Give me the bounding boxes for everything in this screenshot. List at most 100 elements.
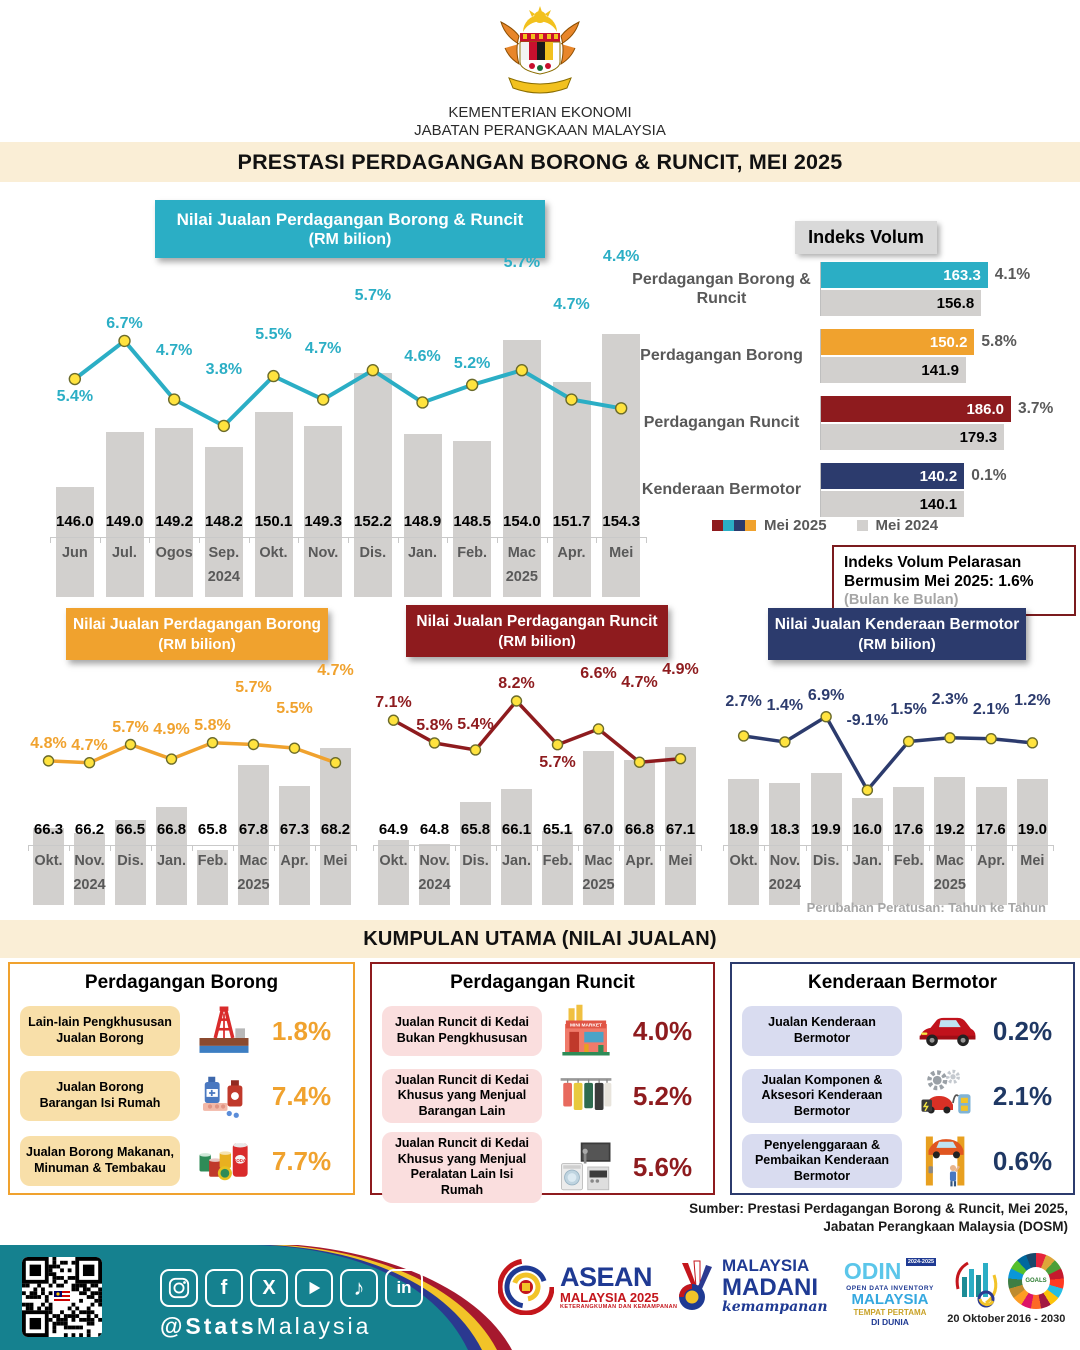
odin-line2: OPEN DATA INVENTORY: [846, 1284, 934, 1292]
axis-tick: [356, 845, 357, 851]
axis-tick: [701, 845, 702, 851]
bar: [419, 843, 450, 905]
line-marker: [737, 730, 750, 742]
x-twitter-icon[interactable]: X: [250, 1269, 288, 1307]
volume-category-label: Kenderaan Bermotor: [641, 481, 802, 499]
line-marker: [83, 756, 96, 769]
category-label: Jualan Borong Barangan Isi Rumah: [20, 1071, 180, 1121]
category-label: Jualan Runcit di Kedai Khusus yang Menju…: [382, 1132, 542, 1203]
social-icons-row: f X ♪ in: [160, 1269, 423, 1307]
year-label: 2025: [933, 877, 966, 893]
legend-swatch-2025: [723, 520, 734, 531]
source-note: Sumber: Prestasi Perdagangan Borong & Ru…: [689, 1200, 1068, 1236]
panel-perdagangan-borong: Perdagangan Borong Lain-lain Pengkhususa…: [8, 962, 355, 1195]
volume-index-legend: Mei 2025 Mei 2024: [712, 517, 938, 534]
bar: [624, 759, 655, 905]
line-marker: [428, 737, 441, 749]
axis-tick: [298, 537, 300, 543]
sdg-caption: 2016 - 2030: [1006, 1313, 1066, 1325]
line-marker: [206, 736, 219, 749]
pct-label: -9.1%: [846, 711, 889, 729]
bar: [197, 849, 228, 905]
bar-value-label: 67.3: [279, 821, 310, 838]
bar-mei-2025: 163.3: [821, 262, 988, 288]
line-marker: [247, 738, 260, 751]
axis-tick: [619, 845, 620, 851]
line-marker: [42, 755, 55, 767]
bar-value-label: 67.8: [238, 821, 269, 838]
category-value: 5.2%: [632, 1080, 693, 1111]
volume-index-title: Indeks Volum: [808, 227, 924, 247]
legend-swatch-2025: [745, 520, 756, 531]
odin-badge: 2024-2025: [905, 1258, 937, 1266]
volume-index-row: Perdagangan Runcit 186.0 3.7% 179.3: [623, 396, 1075, 450]
odin-wordmark: ODIN: [843, 1258, 902, 1284]
category-value: 4.0%: [632, 1015, 693, 1046]
bar-value-label: 16.0: [852, 821, 882, 838]
bar: [320, 748, 351, 905]
volume-index-chart: Perdagangan Borong & Runcit 163.3 4.1% 156.…: [623, 262, 1075, 530]
bar-value-label: 163.3: [943, 266, 981, 284]
legend-swatch-2025: [734, 520, 745, 531]
axis-tick: [537, 845, 538, 851]
month-label: Feb.: [542, 853, 573, 869]
volume-bar-pair: 186.0 3.7% 179.3: [820, 396, 1075, 450]
department-name: JABATAN PERANGKAAN MALAYSIA: [414, 122, 666, 139]
handle-rest: Malaysia: [256, 1313, 372, 1339]
bar: [1016, 778, 1048, 905]
line-marker: [118, 334, 131, 348]
asean-year: MALAYSIA 2025: [560, 1290, 659, 1306]
odin-line4: TEMPAT PERTAMA: [853, 1307, 927, 1317]
line-marker: [614, 402, 628, 415]
list-item: Lain-lain Pengkhususan Jualan Borong 1.8…: [20, 1002, 343, 1060]
bar-value-label: 66.5: [115, 821, 146, 838]
axis-tick: [546, 537, 548, 543]
bar: [378, 839, 409, 905]
line-marker: [633, 756, 646, 768]
tiktok-icon[interactable]: ♪: [340, 1269, 378, 1307]
month-label: Ogos: [155, 545, 193, 561]
month-label: Apr.: [977, 853, 1006, 869]
bar-value-label: 151.7: [552, 513, 591, 530]
bar: [115, 820, 146, 905]
volume-category-label: Perdagangan Borong & Runcit: [632, 270, 811, 307]
bar: [502, 339, 541, 597]
source-line2: Jabatan Perangkaan Malaysia (DOSM): [823, 1219, 1068, 1235]
qr-code[interactable]: [22, 1257, 102, 1337]
line-marker: [861, 784, 874, 796]
line-marker: [565, 393, 578, 406]
month-label: Jan.: [852, 853, 882, 869]
bar-value-label: 65.8: [197, 821, 228, 838]
pct-label: 5.7%: [112, 718, 149, 736]
category-label: Jualan Borong Makanan, Minuman & Tembaka…: [20, 1136, 180, 1186]
axis-tick: [192, 845, 193, 851]
month-label: Feb.: [893, 853, 924, 869]
axis-tick: [805, 845, 807, 851]
bar-value-label: 18.3: [770, 821, 800, 838]
line-marker: [902, 735, 915, 748]
seasonal-adjustment-note: Indeks Volum Pelarasan Bermusim Mei 2025…: [832, 545, 1076, 616]
odin-line3: MALAYSIA: [851, 1291, 929, 1309]
line-marker: [779, 736, 791, 748]
youtube-icon[interactable]: [295, 1269, 333, 1307]
bar-mei-2025: 186.0: [821, 396, 1011, 422]
bar: [769, 782, 801, 905]
pct-label: 5.7%: [503, 253, 541, 271]
legend-label-2025: Mei 2025: [764, 517, 827, 534]
pct-label: 4.4%: [602, 248, 640, 266]
borong-chart-title-box: Nilai Jualan Perdagangan Borong (RM bili…: [66, 608, 328, 660]
linkedin-icon[interactable]: in: [385, 1269, 423, 1307]
bar-mei-2025: 140.2: [821, 463, 965, 489]
bar: [304, 426, 343, 597]
line-marker: [510, 695, 523, 707]
bar-value-label: 150.2: [929, 333, 968, 351]
axis-tick: [315, 845, 316, 851]
pct-label: 2.3%: [931, 691, 969, 709]
facebook-icon[interactable]: f: [205, 1269, 243, 1307]
axis-tick: [99, 537, 101, 543]
instagram-icon[interactable]: [160, 1269, 198, 1307]
footer: f X ♪ in @StatsMalaysia ASEAN MALAYSIA 2…: [0, 1245, 1080, 1350]
borong-bar-line-chart: 66.3 66.2 66.5 66.8 65.8 67.8 67.3 68.2 Okt. Nov.…: [28, 662, 357, 905]
volume-index-row: Perdagangan Borong 150.2 5.8% 141.9: [623, 329, 1075, 383]
axis-tick: [414, 845, 415, 851]
